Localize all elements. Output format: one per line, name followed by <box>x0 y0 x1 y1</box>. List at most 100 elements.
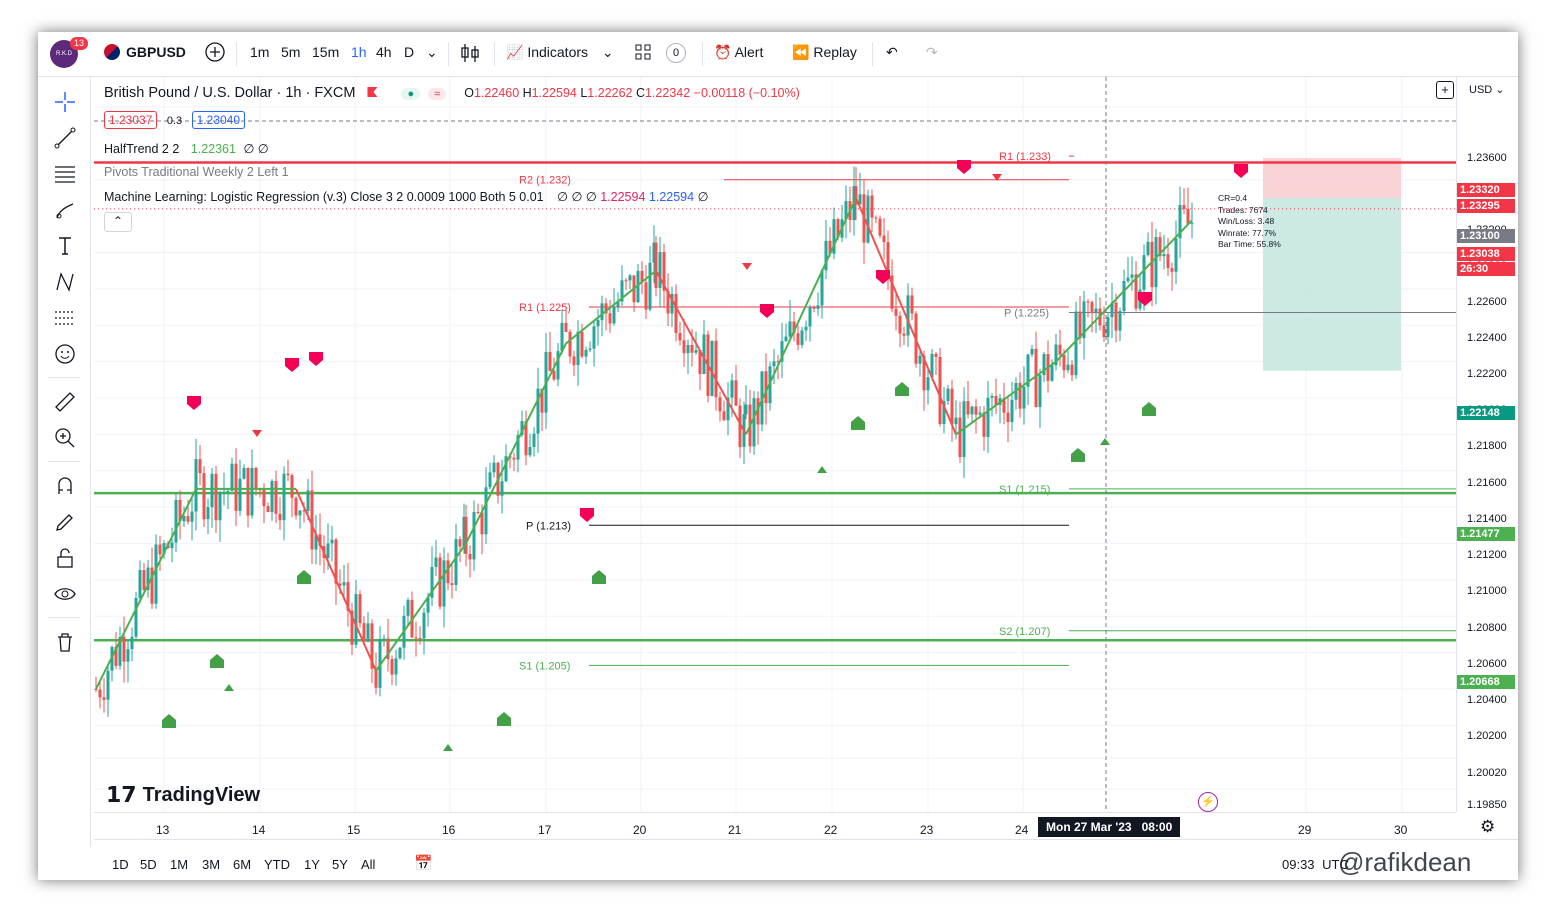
lock-icon[interactable] <box>52 545 78 571</box>
interval-1h[interactable]: 1h <box>351 44 367 60</box>
crosshair-icon[interactable] <box>52 89 78 115</box>
price-tick: 1.20020 <box>1467 767 1507 779</box>
ml-value-2: 1.22594 <box>648 190 695 204</box>
candle-body <box>142 570 146 590</box>
range-1y[interactable]: 1Y <box>304 857 320 872</box>
price-tick: 1.21600 <box>1467 477 1507 489</box>
candle-body <box>458 539 462 547</box>
candle-body <box>1142 255 1146 290</box>
price-chart[interactable]: R2 (1.232) R1 (1.233) R1 (1.225) P (1.225) S… <box>94 77 1456 812</box>
range-1m[interactable]: 1M <box>170 857 189 872</box>
collapse-legend-icon[interactable]: ⌃ <box>104 212 132 232</box>
sell-arrow <box>252 430 262 437</box>
sell-arrow <box>992 174 1002 181</box>
price-label: 1.23038 <box>1457 247 1515 261</box>
candle-body <box>1022 386 1026 409</box>
candle-body <box>516 435 520 460</box>
candle-body <box>1090 301 1094 314</box>
candle-body <box>398 647 402 659</box>
interval-4h[interactable]: 4h <box>376 44 392 60</box>
fib-retracement-icon[interactable] <box>52 161 78 187</box>
buy-price[interactable]: 1.23040 <box>191 111 246 129</box>
interval-dropdown-icon[interactable]: ⌄ <box>426 44 438 60</box>
interval-5m[interactable]: 5m <box>281 44 301 60</box>
price-axis[interactable]: USD ⌄ 1.236001.232001.228001.226001.2240… <box>1456 77 1518 812</box>
add-plus-icon[interactable]: + <box>1436 81 1454 99</box>
ruler-icon[interactable] <box>52 389 78 415</box>
symbol-description[interactable]: British Pound / U.S. Dollar · 1h · FXCM <box>104 85 356 101</box>
candle-body <box>146 567 150 590</box>
brush-icon[interactable] <box>52 197 78 223</box>
app-frame: R.K.D 13 GBPUSD 1m 5m 15m 1h 4h D ⌄ 📈 In… <box>38 32 1518 880</box>
candle-body <box>390 659 394 675</box>
time-tick: 17 <box>538 823 552 837</box>
sell-price[interactable]: 1.23037 <box>104 111 158 129</box>
market-status-icon[interactable]: ● <box>401 88 421 100</box>
candle-body <box>666 290 670 314</box>
eye-icon[interactable] <box>52 581 78 607</box>
time-tick: 15 <box>347 823 361 837</box>
alert-button[interactable]: ⏰ Alert <box>714 44 763 61</box>
candle-body <box>234 463 238 511</box>
range-6m[interactable]: 6M <box>233 857 252 872</box>
redo-icon[interactable]: ↷ <box>926 44 938 60</box>
text-tool-icon[interactable] <box>52 233 78 259</box>
forecast-tool-icon[interactable] <box>52 305 78 331</box>
indicators-button[interactable]: 📈 Indicators ⌄ <box>506 44 614 61</box>
pattern-tool-icon[interactable] <box>52 269 78 295</box>
range-1d[interactable]: 1D <box>112 857 129 872</box>
range-5d[interactable]: 5D <box>140 857 157 872</box>
price-tick: 1.20600 <box>1467 658 1507 670</box>
date-range-icon[interactable]: 📅 <box>414 855 433 872</box>
pivots-legend[interactable]: Pivots Traditional Weekly 2 Left 1 <box>104 165 289 179</box>
candle-body <box>804 326 808 331</box>
stay-in-drawing-mode-icon[interactable] <box>52 509 78 535</box>
spread: 0.3 <box>166 115 183 127</box>
layouts-icon[interactable] <box>634 43 652 64</box>
clock[interactable]: 09:33 UTC <box>1282 857 1349 872</box>
symbol-search[interactable]: GBPUSD <box>104 44 186 60</box>
interval-15m[interactable]: 15m <box>312 44 340 60</box>
candle-body <box>600 303 604 321</box>
range-3m[interactable]: 3M <box>202 857 221 872</box>
emoji-icon[interactable] <box>52 341 78 367</box>
ohlc-values: O1.22460 H1.22594 L1.22262 C1.22342 −0.0… <box>464 86 800 100</box>
bottom-toolbar: 1D 5D 1M 3M 6M YTD 1Y 5Y All 📅 09:33 UTC @rafikd… <box>94 839 1518 880</box>
data-delay-icon[interactable]: ≈ <box>428 88 447 100</box>
username-watermark: @rafikdean <box>1338 847 1472 877</box>
time-axis[interactable]: 13 14 15 16 17 20 21 22 23 24 29 30 Mon 27 Mar '23 … <box>94 812 1495 839</box>
interval-1m[interactable]: 1m <box>250 44 270 60</box>
zoom-in-icon[interactable] <box>52 425 78 451</box>
range-5y[interactable]: 5Y <box>332 857 348 872</box>
magnet-icon[interactable] <box>52 473 78 499</box>
notification-badge[interactable]: 13 <box>70 37 89 50</box>
add-symbol-icon[interactable] <box>204 41 226 66</box>
legend-title-row: British Pound / U.S. Dollar · 1h · FXCM … <box>104 85 800 101</box>
flag-icon[interactable] <box>367 87 378 97</box>
candle-body <box>780 341 784 362</box>
candle-body <box>342 582 346 586</box>
indicator-count-badge[interactable]: 0 <box>666 43 686 63</box>
candle-body <box>488 472 492 488</box>
interval-d[interactable]: D <box>404 44 415 60</box>
candle-body <box>604 303 608 314</box>
price-label: 1.20668 <box>1457 675 1515 689</box>
undo-icon[interactable]: ↶ <box>886 44 898 60</box>
lightning-icon[interactable]: ⚡ <box>1198 792 1218 812</box>
trend-line-icon[interactable] <box>52 125 78 151</box>
price-label: 1.22148 <box>1457 406 1515 420</box>
replay-button[interactable]: ⏪ Replay <box>792 44 857 61</box>
trash-icon[interactable] <box>52 629 78 655</box>
chart-settings-gear-icon[interactable]: ⚙ <box>1480 817 1496 836</box>
range-all[interactable]: All <box>361 857 376 872</box>
currency-selector[interactable]: USD ⌄ <box>1469 84 1505 96</box>
chart-pane[interactable]: R2 (1.232) R1 (1.233) R1 (1.225) P (1.225) S… <box>94 77 1456 812</box>
candle-body <box>318 534 322 547</box>
range-ytd[interactable]: YTD <box>264 857 290 872</box>
candles-icon[interactable] <box>460 42 480 67</box>
ml-legend[interactable]: Machine Learning: Logistic Regression (v… <box>104 189 708 204</box>
pivot-label: S2 (1.207) <box>999 626 1050 638</box>
halftrend-legend[interactable]: HalfTrend 2 2 1.22361 ∅ ∅ <box>104 141 269 156</box>
candle-body <box>1066 364 1070 371</box>
pivot-label: P (1.213) <box>526 520 571 532</box>
